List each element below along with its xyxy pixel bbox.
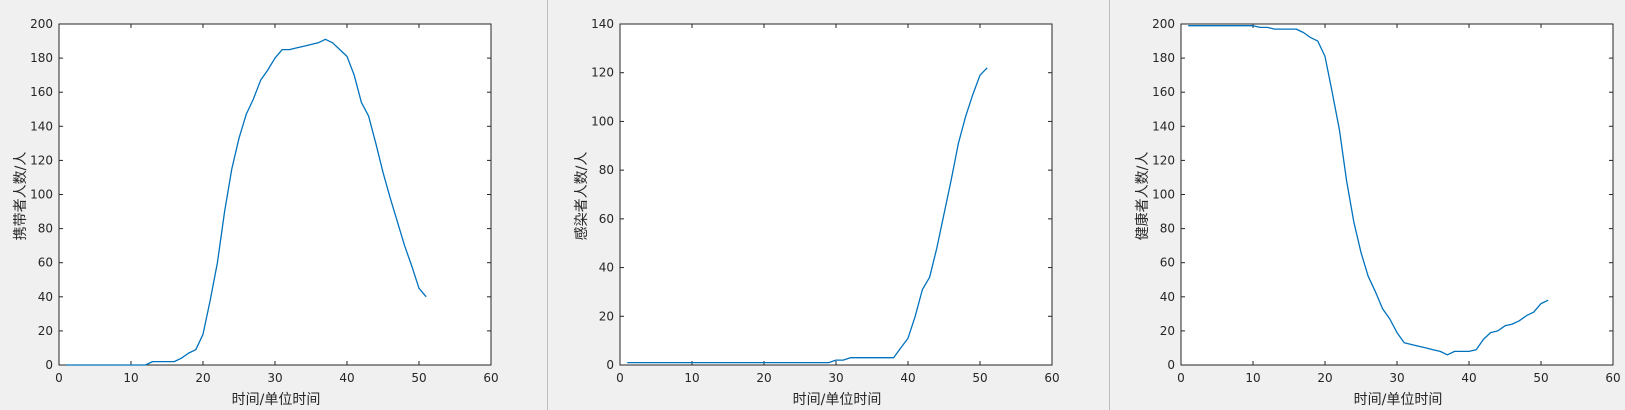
- y-tick-label: 200: [1152, 17, 1175, 31]
- x-tick-label: 20: [1317, 371, 1332, 385]
- x-tick-label: 0: [55, 371, 63, 385]
- y-tick-label: 160: [1152, 85, 1175, 99]
- x-tick-label: 0: [1177, 371, 1185, 385]
- y-axis-label: 感染者人数/人: [573, 152, 590, 241]
- y-tick-label: 40: [599, 261, 614, 275]
- x-tick-label: 20: [756, 371, 771, 385]
- series-line: [1188, 25, 1549, 356]
- y-axis-label: 健康者人数/人: [1134, 152, 1151, 241]
- x-tick-label: 10: [684, 371, 699, 385]
- y-tick-label: 140: [1152, 119, 1175, 133]
- x-axis-label: 时间/单位时间: [232, 392, 321, 408]
- y-axis-label: 携带者人数/人: [13, 152, 29, 241]
- plot-area: [619, 23, 1053, 366]
- x-tick-label: 30: [1389, 371, 1404, 385]
- y-tick-label: 200: [30, 17, 53, 31]
- x-axis-label: 时间/单位时间: [1354, 392, 1443, 408]
- plot-area: [58, 23, 492, 366]
- y-tick-label: 60: [38, 256, 53, 270]
- y-tick-label: 80: [599, 163, 614, 177]
- x-tick-label: 20: [195, 371, 210, 385]
- x-tick-label: 30: [828, 371, 843, 385]
- y-tick-label: 100: [1152, 188, 1175, 202]
- y-tick-label: 120: [30, 153, 53, 167]
- y-tick-label: 80: [38, 222, 53, 236]
- y-tick-label: 120: [591, 66, 614, 80]
- x-tick-label: 40: [1461, 371, 1476, 385]
- y-tick-label: 100: [30, 188, 53, 202]
- y-tick-label: 40: [38, 290, 53, 304]
- x-tick-label: 50: [1533, 371, 1548, 385]
- panel-divider-right: [1109, 0, 1110, 410]
- y-tick-label: 60: [1160, 256, 1175, 270]
- y-tick-label: 80: [1160, 222, 1175, 236]
- y-tick-label: 100: [591, 114, 614, 128]
- y-tick-label: 0: [45, 358, 53, 372]
- y-tick-label: 0: [606, 358, 614, 372]
- x-tick-label: 10: [123, 371, 138, 385]
- x-tick-label: 10: [1245, 371, 1260, 385]
- y-tick-label: 140: [30, 119, 53, 133]
- x-axis-label: 时间/单位时间: [793, 392, 882, 408]
- y-tick-label: 20: [1160, 324, 1175, 338]
- panel-divider-left: [547, 0, 548, 410]
- y-tick-label: 40: [1160, 290, 1175, 304]
- x-tick-label: 50: [411, 371, 426, 385]
- y-tick-label: 20: [38, 324, 53, 338]
- x-tick-label: 60: [483, 371, 498, 385]
- y-tick-label: 0: [1167, 358, 1175, 372]
- x-tick-label: 0: [616, 371, 624, 385]
- y-tick-label: 180: [30, 51, 53, 65]
- x-tick-label: 30: [267, 371, 282, 385]
- series-line: [66, 38, 427, 366]
- x-tick-label: 60: [1044, 371, 1059, 385]
- x-tick-label: 40: [339, 371, 354, 385]
- y-tick-label: 140: [591, 17, 614, 31]
- y-tick-label: 120: [1152, 153, 1175, 167]
- y-tick-label: 20: [599, 309, 614, 323]
- series-line: [627, 67, 988, 364]
- y-tick-label: 60: [599, 212, 614, 226]
- y-tick-label: 180: [1152, 51, 1175, 65]
- plot-area: [1180, 23, 1614, 366]
- x-tick-label: 50: [972, 371, 987, 385]
- y-tick-label: 160: [30, 85, 53, 99]
- x-tick-label: 40: [900, 371, 915, 385]
- x-tick-label: 60: [1605, 371, 1620, 385]
